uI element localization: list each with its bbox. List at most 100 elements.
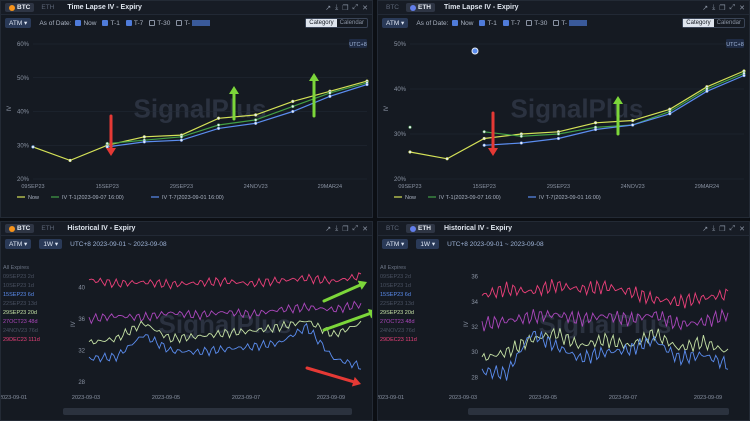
now-checkbox[interactable]: Now (75, 20, 96, 27)
atm-select[interactable]: ATM ▾ (5, 18, 32, 28)
legend-item[interactable]: 09SEP23 2d (3, 274, 34, 280)
red-arrow-shaft (305, 366, 355, 384)
red-arrow-head (488, 148, 498, 156)
data-point (482, 143, 486, 147)
legend-item[interactable]: 29DEC23 111d (3, 337, 40, 343)
legend-item[interactable]: All Expires (380, 265, 406, 271)
y-tick-label: 34 (471, 300, 478, 306)
close-icon[interactable]: ✕ (739, 225, 745, 233)
x-tick-label: 15SEP23 (473, 184, 496, 190)
calendar-button[interactable]: Calendar (339, 20, 364, 26)
data-point (254, 121, 258, 125)
y-tick-label: 50% (17, 76, 30, 82)
eth-timelapse-panel: BTC ETH Time Lapse IV - Expiry ↗ ⤓ ❐ ⤢ ✕ ATM… (377, 0, 750, 218)
download-icon[interactable]: ⤓ (712, 3, 716, 11)
legend-item[interactable]: 24NOV23 76d (3, 328, 38, 334)
close-icon[interactable]: ✕ (362, 225, 368, 233)
share-icon[interactable]: ↗ (325, 4, 332, 12)
red-arrow-head (351, 376, 361, 387)
x-tick-label: 2023-09-01 (1, 395, 27, 401)
legend-item[interactable]: 09SEP23 2d (380, 274, 411, 280)
view-toggle[interactable]: Category Calendar (682, 18, 745, 28)
legend-item[interactable]: 24NOV23 76d (380, 328, 415, 334)
download-icon[interactable]: ⤓ (335, 3, 339, 11)
y-tick-label: 40% (394, 87, 407, 93)
eth-tab[interactable]: ETH (406, 224, 435, 233)
data-point (742, 73, 746, 78)
range-slider[interactable] (468, 408, 729, 415)
copy-icon[interactable]: ❐ (342, 4, 349, 12)
data-point (519, 141, 523, 145)
t30-checkbox[interactable]: T-30 (526, 20, 547, 27)
eth-tab[interactable]: ETH (41, 4, 55, 11)
custom-checkbox[interactable]: T- (553, 20, 588, 27)
series-line-1 (107, 82, 368, 145)
data-point (482, 136, 486, 141)
t30-checkbox[interactable]: T-30 (149, 20, 170, 27)
legend-item[interactable]: 29SEP23 20d (380, 310, 414, 316)
copy-icon[interactable]: ❐ (342, 225, 349, 233)
panel-header: BTC ETH Time Lapse IV - Expiry ↗ ⤓ ❐ ⤢ ✕ (1, 1, 372, 15)
t1-checkbox[interactable]: T-1 (479, 20, 497, 27)
chart-btc-historical: SignalPlus 28 32 36 40 IV 2023-09-01 2023-09-03… (1, 272, 372, 401)
expand-icon[interactable]: ⤢ (352, 224, 359, 232)
legend-item[interactable]: 15SEP23 6d (3, 292, 34, 298)
t1-checkbox[interactable]: T-1 (102, 20, 120, 27)
copy-icon[interactable]: ❐ (719, 225, 726, 233)
eth-historical-panel: BTC ETH Historical IV - Expiry ↗ ⤓ ❐ ⤢ ✕ ATM… (377, 221, 750, 421)
data-point (556, 132, 561, 136)
panel-title: Historical IV - Expiry (444, 225, 513, 232)
btc-tab[interactable]: BTC (5, 3, 35, 12)
eth-tab[interactable]: ETH (406, 3, 435, 12)
legend-item[interactable]: 27OCT23 48d (3, 319, 38, 325)
series-line-0 (481, 279, 729, 309)
close-icon[interactable]: ✕ (739, 4, 745, 12)
eth-tab[interactable]: ETH (41, 225, 55, 232)
close-icon[interactable]: ✕ (362, 4, 368, 12)
copy-icon[interactable]: ❐ (719, 4, 726, 12)
legend-item[interactable]: 10SEP23 1d (380, 283, 411, 289)
data-point (254, 113, 258, 117)
x-tick-label: 2023-09-09 (694, 395, 722, 401)
t7-checkbox[interactable]: T-7 (125, 20, 143, 27)
legend-item[interactable]: 22SEP23 13d (3, 301, 37, 307)
x-tick-label: 29MAR24 (318, 184, 342, 190)
range-slider[interactable] (63, 408, 352, 415)
expand-icon[interactable]: ⤢ (729, 224, 736, 232)
x-tick-label: 29SEP23 (170, 184, 193, 190)
legend-item[interactable]: All Expires (3, 265, 29, 271)
category-button[interactable]: Category (683, 19, 714, 27)
period-select[interactable]: 1W ▾ (39, 239, 63, 249)
y-tick-label: 30 (471, 350, 478, 356)
period-select[interactable]: 1W ▾ (416, 239, 440, 249)
calendar-button[interactable]: Calendar (716, 20, 741, 26)
legend-item[interactable]: 15SEP23 6d (380, 292, 411, 298)
legend-item[interactable]: 29DEC23 111d (380, 337, 417, 343)
category-button[interactable]: Category (306, 19, 337, 27)
expand-icon[interactable]: ⤢ (352, 3, 359, 11)
atm-select[interactable]: ATM ▾ (382, 239, 409, 249)
custom-checkbox[interactable]: T- (176, 20, 211, 27)
legend-item[interactable]: 10SEP23 1d (3, 283, 34, 289)
t7-checkbox[interactable]: T-7 (502, 20, 520, 27)
share-icon[interactable]: ↗ (702, 225, 709, 233)
legend-item[interactable]: 27OCT23 48d (380, 319, 415, 325)
expand-icon[interactable]: ⤢ (729, 3, 736, 11)
atm-select[interactable]: ATM ▾ (5, 239, 32, 249)
btc-tab[interactable]: BTC (386, 4, 399, 11)
btc-tab[interactable]: BTC (5, 224, 35, 233)
series-line-0 (32, 80, 368, 162)
btc-tab[interactable]: BTC (386, 225, 399, 232)
view-toggle[interactable]: Category Calendar (305, 18, 368, 28)
legend-item[interactable]: 29SEP23 20d (3, 310, 37, 316)
legend-item[interactable]: 22SEP23 13d (380, 301, 414, 307)
y-tick-label: 32 (78, 349, 85, 355)
utc-label: UTC+8 (349, 42, 367, 48)
download-icon[interactable]: ⤓ (335, 224, 339, 232)
share-icon[interactable]: ↗ (325, 225, 332, 233)
now-checkbox[interactable]: Now (452, 20, 473, 27)
legend-label: IV T-7(2023-09-01 16:00) (539, 195, 601, 201)
share-icon[interactable]: ↗ (702, 4, 709, 12)
atm-select[interactable]: ATM ▾ (382, 18, 409, 28)
download-icon[interactable]: ⤓ (712, 224, 716, 232)
